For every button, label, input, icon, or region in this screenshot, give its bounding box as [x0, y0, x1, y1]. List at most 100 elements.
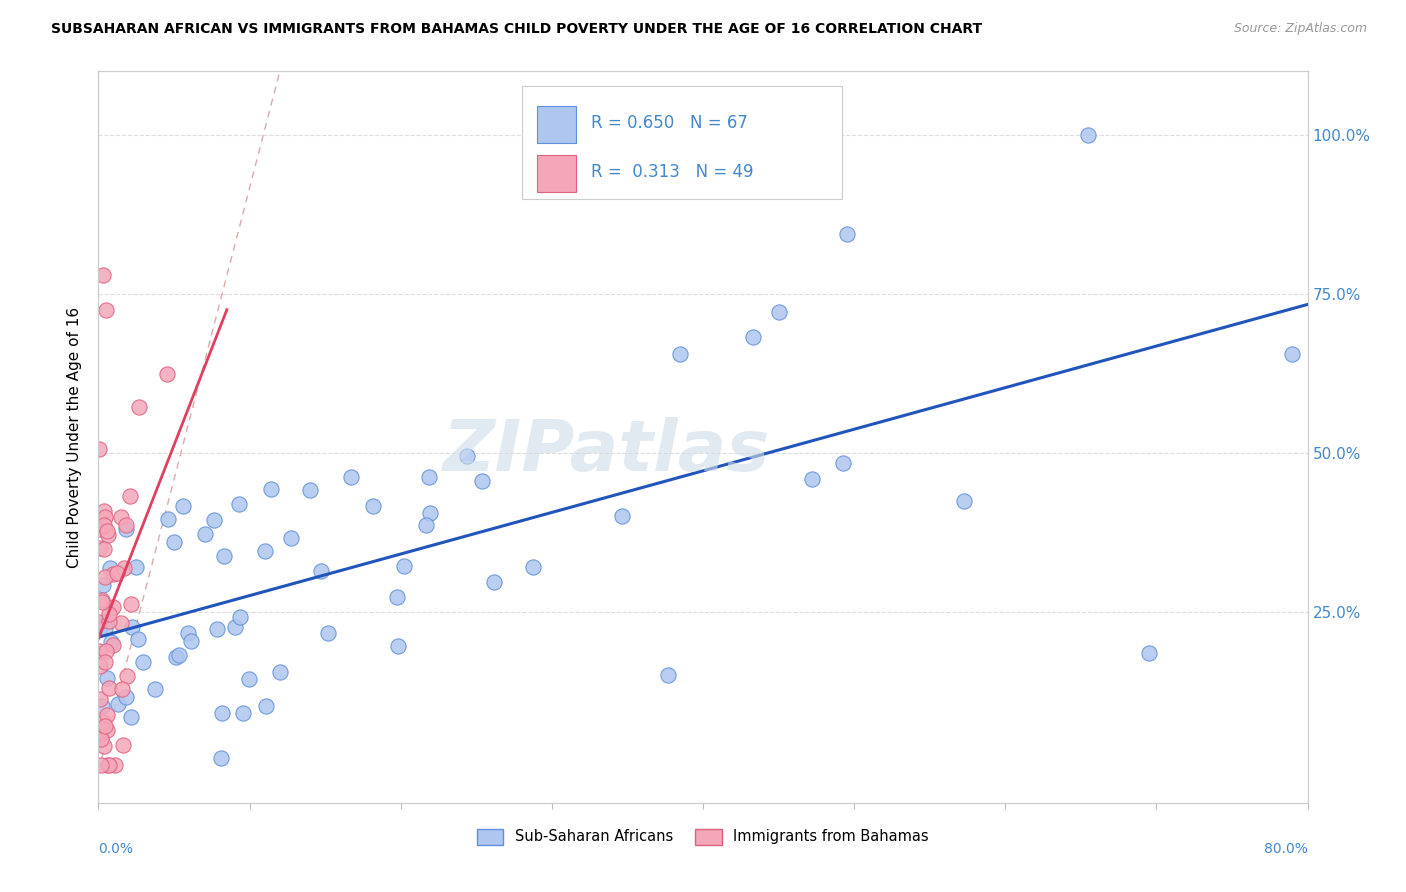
Point	[835, 227, 858, 241]
Point	[669, 347, 692, 361]
FancyBboxPatch shape	[522, 86, 842, 200]
Point	[125, 560, 148, 574]
Point	[193, 527, 215, 541]
Point	[89, 541, 111, 555]
Point	[482, 574, 505, 589]
Point	[120, 710, 142, 724]
Text: R =  0.313   N = 49: R = 0.313 N = 49	[591, 163, 754, 181]
Point	[90, 732, 112, 747]
Point	[238, 672, 260, 686]
Point	[143, 681, 166, 696]
Point	[93, 509, 115, 524]
Text: 80.0%: 80.0%	[1264, 842, 1308, 855]
Point	[610, 508, 633, 523]
Point	[97, 615, 120, 629]
Point	[163, 535, 186, 549]
Point	[89, 659, 111, 673]
Point	[768, 305, 790, 319]
Point	[96, 671, 118, 685]
Point	[212, 549, 235, 563]
Point	[165, 649, 187, 664]
Point	[169, 648, 191, 662]
Point	[91, 268, 114, 282]
Point	[94, 621, 117, 635]
Point	[156, 512, 179, 526]
Point	[114, 690, 136, 704]
Point	[94, 614, 117, 628]
Point	[1077, 128, 1099, 142]
Point	[832, 456, 855, 470]
Point	[741, 330, 763, 344]
Point	[316, 625, 339, 640]
Point	[363, 499, 385, 513]
Point	[93, 541, 115, 556]
FancyBboxPatch shape	[537, 155, 576, 192]
Point	[101, 599, 124, 614]
Point	[224, 620, 246, 634]
Point	[90, 732, 112, 747]
Point	[115, 517, 138, 532]
Point	[115, 522, 138, 536]
Point	[93, 504, 115, 518]
Point	[98, 607, 121, 621]
Point	[94, 569, 117, 583]
Point	[418, 470, 440, 484]
Point	[118, 489, 141, 503]
Point	[91, 578, 114, 592]
Point	[103, 757, 125, 772]
Point	[96, 644, 118, 658]
Point	[90, 595, 112, 609]
Text: 0.0%: 0.0%	[98, 842, 134, 855]
Point	[254, 544, 277, 558]
Point	[415, 518, 437, 533]
Point	[156, 367, 179, 381]
Point	[800, 472, 823, 486]
Point	[98, 757, 121, 772]
Point	[127, 632, 149, 647]
Point	[298, 483, 321, 498]
Point	[260, 483, 283, 497]
FancyBboxPatch shape	[537, 106, 576, 143]
Point	[112, 738, 135, 752]
Point	[96, 708, 118, 723]
Point	[90, 593, 112, 607]
Point	[97, 757, 120, 772]
Point	[1137, 646, 1160, 660]
Point	[94, 719, 117, 733]
Point	[953, 493, 976, 508]
Point	[522, 560, 544, 574]
Point	[89, 615, 111, 629]
Point	[121, 620, 143, 634]
Point	[110, 509, 132, 524]
Point	[387, 590, 409, 604]
Point	[89, 442, 111, 457]
Point	[94, 656, 117, 670]
Point	[90, 757, 112, 772]
Point	[101, 639, 124, 653]
Y-axis label: Child Poverty Under the Age of 16: Child Poverty Under the Age of 16	[67, 307, 83, 567]
Point	[132, 655, 155, 669]
Point	[112, 561, 135, 575]
Point	[96, 524, 118, 538]
Point	[232, 706, 254, 720]
Point	[90, 699, 112, 714]
Point	[120, 598, 142, 612]
Point	[89, 621, 111, 635]
Point	[111, 681, 134, 696]
Text: ZIPatlas: ZIPatlas	[443, 417, 770, 486]
Text: SUBSAHARAN AFRICAN VS IMMIGRANTS FROM BAHAMAS CHILD POVERTY UNDER THE AGE OF 16 : SUBSAHARAN AFRICAN VS IMMIGRANTS FROM BA…	[51, 22, 981, 37]
Point	[1281, 347, 1303, 361]
Point	[89, 644, 111, 658]
Point	[339, 470, 361, 484]
Point	[269, 665, 291, 680]
Point	[128, 400, 150, 414]
Point	[107, 697, 129, 711]
Point	[205, 622, 228, 636]
Point	[387, 639, 409, 653]
Point	[229, 609, 252, 624]
Point	[105, 566, 128, 580]
Legend: Sub-Saharan Africans, Immigrants from Bahamas: Sub-Saharan Africans, Immigrants from Ba…	[471, 822, 935, 850]
Point	[172, 500, 194, 514]
Point	[280, 531, 302, 545]
Point	[180, 634, 202, 648]
